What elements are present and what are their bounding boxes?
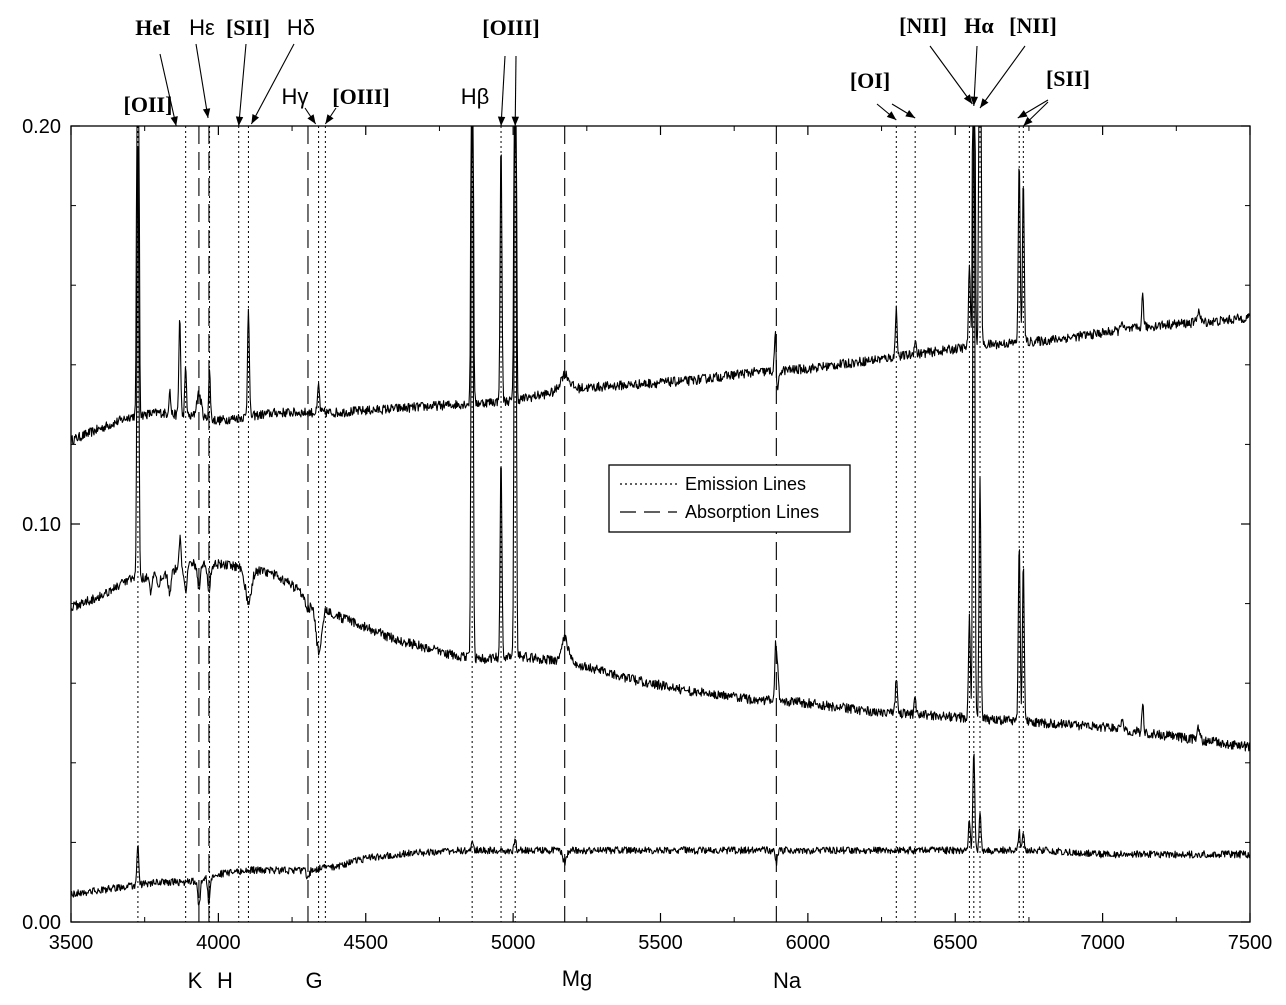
label-g: G [305, 968, 322, 993]
legend-absorption-label: Absorption Lines [685, 502, 819, 522]
label-oii-3727: [OII] [124, 92, 173, 117]
label-sii-4069: [SII] [226, 15, 270, 40]
label-nii-6548: [NII] [899, 13, 947, 38]
arrow-head-2 [235, 116, 244, 126]
y-axis: 0.00 0.10 0.20 [22, 116, 1250, 934]
arrow-head-1 [202, 108, 211, 118]
x-tick-label-5500: 5500 [638, 932, 683, 954]
label-hei: HeI [135, 15, 170, 40]
label-h-epsilon: Hε [189, 15, 215, 40]
label-mg: Mg [562, 966, 593, 991]
arrow-shaft-2 [238, 43, 247, 127]
arrow-head-3 [251, 114, 260, 124]
arrow-head-6 [497, 116, 506, 126]
label-h-gamma: Hγ [282, 84, 309, 109]
absorption-line-labels: K H G Mg Na [188, 966, 802, 993]
y-tick-label-0.20: 0.20 [22, 116, 61, 138]
x-tick-label-6500: 6500 [933, 932, 978, 954]
x-tick-label-7500: 7500 [1228, 932, 1273, 954]
label-h-delta: Hδ [287, 15, 315, 40]
arrow-head-8 [886, 111, 897, 120]
arrow-head-14 [1023, 116, 1033, 126]
arrow-shaft-7 [514, 55, 517, 127]
arrow-shaft-6 [500, 55, 506, 127]
x-tick-label-4500: 4500 [344, 932, 389, 954]
label-oi: [OI] [850, 68, 890, 93]
arrow-head-5 [325, 114, 334, 124]
x-tick-label-3500: 3500 [49, 932, 94, 954]
label-oiii-4363: [OIII] [332, 84, 389, 109]
arrow-head-0 [170, 116, 178, 126]
arrow-shaft-3 [250, 43, 295, 125]
label-na: Na [773, 968, 802, 993]
x-axis: 3500 4000 4500 5000 5500 6000 6500 7000 7500 [49, 126, 1273, 954]
label-sii-6724: [SII] [1046, 66, 1090, 91]
legend: Emission Lines Absorption Lines [608, 464, 851, 533]
x-tick-label-6000: 6000 [786, 932, 831, 954]
arrow-head-12 [980, 98, 989, 108]
spectra [70, 125, 1251, 907]
label-h-beta: Hβ [461, 84, 490, 109]
arrow-shaft-1 [195, 43, 209, 119]
x-tick-label-4000: 4000 [196, 932, 241, 954]
spectrum-series-3 [70, 753, 1251, 907]
y-tick-label-0.10: 0.10 [22, 514, 61, 536]
legend-emission-label: Emission Lines [685, 474, 806, 494]
label-oiii-5007: [OIII] [482, 15, 539, 40]
spectrum-series-2 [70, 125, 1251, 752]
arrow-head-7 [511, 116, 520, 126]
arrow-head-9 [905, 110, 916, 118]
arrow-shaft-0 [159, 53, 177, 127]
x-tick-label-7000: 7000 [1080, 932, 1125, 954]
y-tick-label-0.00: 0.00 [22, 912, 61, 934]
arrow-head-13 [1017, 110, 1028, 118]
reference-lines [137, 126, 1024, 922]
label-h: H [217, 968, 233, 993]
spectrum-series-1 [70, 125, 1251, 445]
arrow-shaft-11 [973, 45, 978, 107]
emission-line-labels: [OII] HeI Hε [SII] Hδ Hγ [OIII] Hβ [OIII… [124, 13, 1090, 117]
arrow-head-4 [307, 114, 316, 124]
label-k: K [188, 968, 203, 993]
arrow-shaft-12 [979, 45, 1026, 109]
legend-box [608, 464, 851, 533]
label-h-alpha: Hα [964, 13, 994, 38]
arrow-head-10 [963, 94, 973, 104]
arrow-head-11 [970, 96, 979, 106]
arrow-shaft-10 [929, 45, 973, 105]
label-nii-6584: [NII] [1009, 13, 1057, 38]
x-tick-label-5000: 5000 [491, 932, 536, 954]
line-label-arrows [159, 43, 1049, 127]
